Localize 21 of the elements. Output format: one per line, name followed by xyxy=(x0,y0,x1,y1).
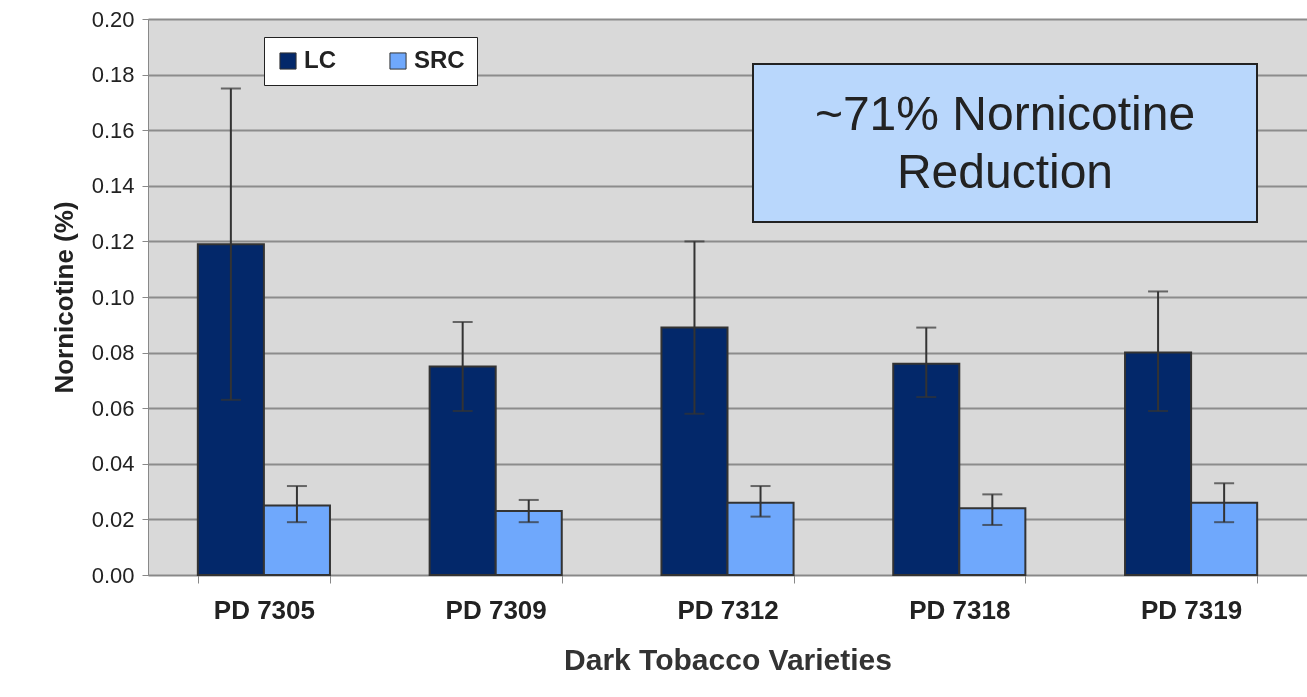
y-tick-label: 0.00 xyxy=(91,562,135,588)
legend-label: LC xyxy=(304,46,336,73)
y-tick-label: 0.18 xyxy=(91,62,135,88)
legend-label: SRC xyxy=(414,46,465,73)
y-tick-label: 0.14 xyxy=(91,173,135,199)
y-tick-label: 0.08 xyxy=(91,340,135,366)
x-axis-title: Dark Tobacco Varieties xyxy=(564,642,892,676)
y-tick-label: 0.12 xyxy=(91,228,135,254)
annotation: ~71% Nornicotine Reduction xyxy=(752,63,1258,223)
y-axis-title: Nornicotine (%) xyxy=(48,201,79,394)
x-tick-label: PD 7312 xyxy=(677,594,779,625)
y-tick-label: 0.06 xyxy=(91,395,135,421)
x-tick-label: PD 7318 xyxy=(909,594,1011,625)
y-tick-label: 0.02 xyxy=(91,506,135,532)
x-tick-label: PD 7319 xyxy=(1141,594,1243,625)
x-tick-label: PD 7305 xyxy=(213,594,315,625)
y-tick-label: 0.04 xyxy=(91,451,135,477)
y-tick-label: 0.20 xyxy=(91,6,135,32)
y-tick-label: 0.16 xyxy=(91,117,135,143)
y-tick-label: 0.10 xyxy=(91,284,135,310)
x-tick-label: PD 7309 xyxy=(445,594,547,625)
